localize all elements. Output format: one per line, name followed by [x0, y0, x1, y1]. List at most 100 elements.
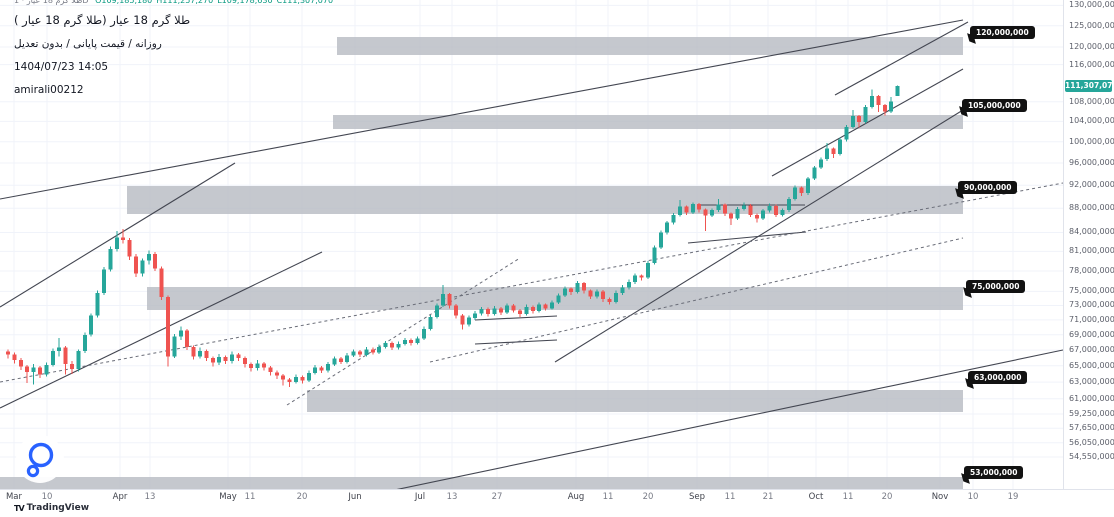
candle-body [230, 354, 234, 361]
candle-body [146, 254, 151, 261]
candle-body [89, 315, 94, 335]
zone-price-callout[interactable]: 75,000,000 [963, 280, 1026, 298]
candle-body [268, 367, 273, 373]
price-axis-label: 81,000,000 [1069, 246, 1114, 255]
trendline-solid[interactable] [474, 339, 558, 345]
candle-body [594, 291, 599, 297]
candle-body [582, 283, 586, 291]
candle-body [377, 347, 382, 353]
candle-body [652, 247, 657, 263]
broker-logo-dot [26, 464, 40, 478]
price-zone-120m[interactable] [337, 37, 963, 55]
candle-body [857, 115, 862, 122]
time-axis-day-label: 11 [602, 492, 614, 502]
candle-body [6, 351, 10, 355]
price-axis-label: 100,000,000 [1069, 137, 1114, 146]
candle-body [671, 214, 676, 223]
candle-body [396, 343, 401, 348]
price-zone-75m[interactable] [147, 287, 963, 310]
legend-symbol-short: طلا گرم 18 عیار · 1D [14, 0, 89, 5]
candle-body [786, 198, 791, 210]
candle-body [108, 248, 113, 270]
price-zone-90m[interactable] [127, 186, 963, 214]
candle-body [863, 107, 868, 122]
candle-body [818, 159, 823, 168]
trendline-dashed[interactable] [0, 182, 1063, 383]
trendline-dashed[interactable] [286, 257, 521, 406]
symbol-title[interactable]: طلا گرم 18 عیار (طلا گرم 18 عیار ) [14, 13, 191, 27]
price-zone-63m[interactable] [307, 390, 963, 412]
candle-body [134, 256, 138, 274]
symbol-subtitle: روزانه / قیمت پایانی / بدون تعدیل [14, 38, 162, 50]
candle-body [351, 351, 356, 356]
legend-ohlc-row[interactable]: طلا گرم 18 عیار · 1D O109,185,180 H111,25… [14, 0, 333, 6]
price-axis-label: 65,000,000 [1069, 361, 1114, 370]
trendline-solid[interactable] [0, 251, 323, 409]
zone-price-callout[interactable]: 120,000,000 [967, 26, 1035, 44]
candle-body [236, 354, 241, 358]
candle-body [114, 237, 119, 249]
time-axis-day-label: 10 [967, 492, 979, 502]
candle-body [262, 363, 266, 368]
candle-body [153, 254, 158, 269]
candle-body [831, 148, 836, 154]
zone-price-callout[interactable]: 105,000,000 [959, 99, 1027, 117]
candle-body [345, 355, 350, 362]
candle-body [217, 357, 222, 363]
trendline-solid[interactable] [771, 68, 964, 177]
candle-body [319, 367, 324, 371]
chart-pane[interactable] [0, 0, 1063, 489]
time-axis-day-label: 11 [724, 492, 736, 502]
candle-body [415, 338, 420, 344]
zone-price-callout[interactable]: 53,000,000 [961, 466, 1024, 484]
candle-body [287, 379, 292, 383]
candle-body [505, 305, 510, 313]
price-zone-105m[interactable] [333, 115, 963, 129]
candle-body [716, 204, 721, 210]
trendline-solid[interactable] [474, 315, 558, 321]
candle-body [102, 269, 106, 293]
candle-body [255, 363, 260, 369]
candle-body [754, 214, 759, 219]
trendline-solid[interactable] [0, 19, 964, 200]
candle-body [127, 240, 132, 257]
price-zone-53m[interactable] [0, 477, 963, 489]
last-price-badge: 111,307,070 [1065, 80, 1114, 92]
candle-body [729, 213, 734, 219]
candle-body [825, 148, 830, 160]
candle-body [242, 357, 247, 365]
candle-body [658, 232, 663, 248]
trendline-dashed[interactable] [429, 237, 964, 363]
trendline-solid[interactable] [834, 21, 969, 96]
time-axis-day-label: 13 [446, 492, 458, 502]
chart-legend: طلا گرم 18 عیار · 1D O109,185,180 H111,25… [14, 0, 333, 96]
candle-body [684, 206, 689, 213]
candle-body [159, 268, 164, 297]
candle-body [844, 126, 849, 140]
candle-body [742, 205, 746, 209]
tradingview-watermark-text: TradingView [26, 503, 90, 513]
zone-price-callout[interactable]: 90,000,000 [955, 181, 1018, 199]
candlestick-series[interactable] [6, 85, 900, 387]
price-axis-label: 69,000,000 [1069, 330, 1114, 339]
candle-body [511, 305, 516, 311]
trendline-solid[interactable] [687, 231, 807, 244]
candle-body [492, 308, 497, 315]
candle-body [409, 340, 414, 344]
candle-body [882, 105, 887, 112]
candle-body [300, 377, 305, 381]
candle-body [57, 347, 62, 351]
legend-low: L109,178,630 [217, 0, 273, 5]
candle-body [614, 292, 618, 302]
candle-body [332, 358, 337, 365]
candle-body [50, 350, 55, 365]
trendline-solid[interactable] [385, 349, 1063, 489]
candle-body [799, 187, 804, 194]
time-axis-month-label: Jun [348, 492, 362, 502]
tradingview-watermark[interactable]: TV TradingView [14, 503, 89, 513]
trendline-solid[interactable] [0, 162, 236, 308]
candle-body [748, 205, 753, 215]
candle-body [665, 222, 670, 233]
zone-price-callout[interactable]: 63,000,000 [965, 371, 1028, 389]
candle-body [338, 358, 343, 362]
